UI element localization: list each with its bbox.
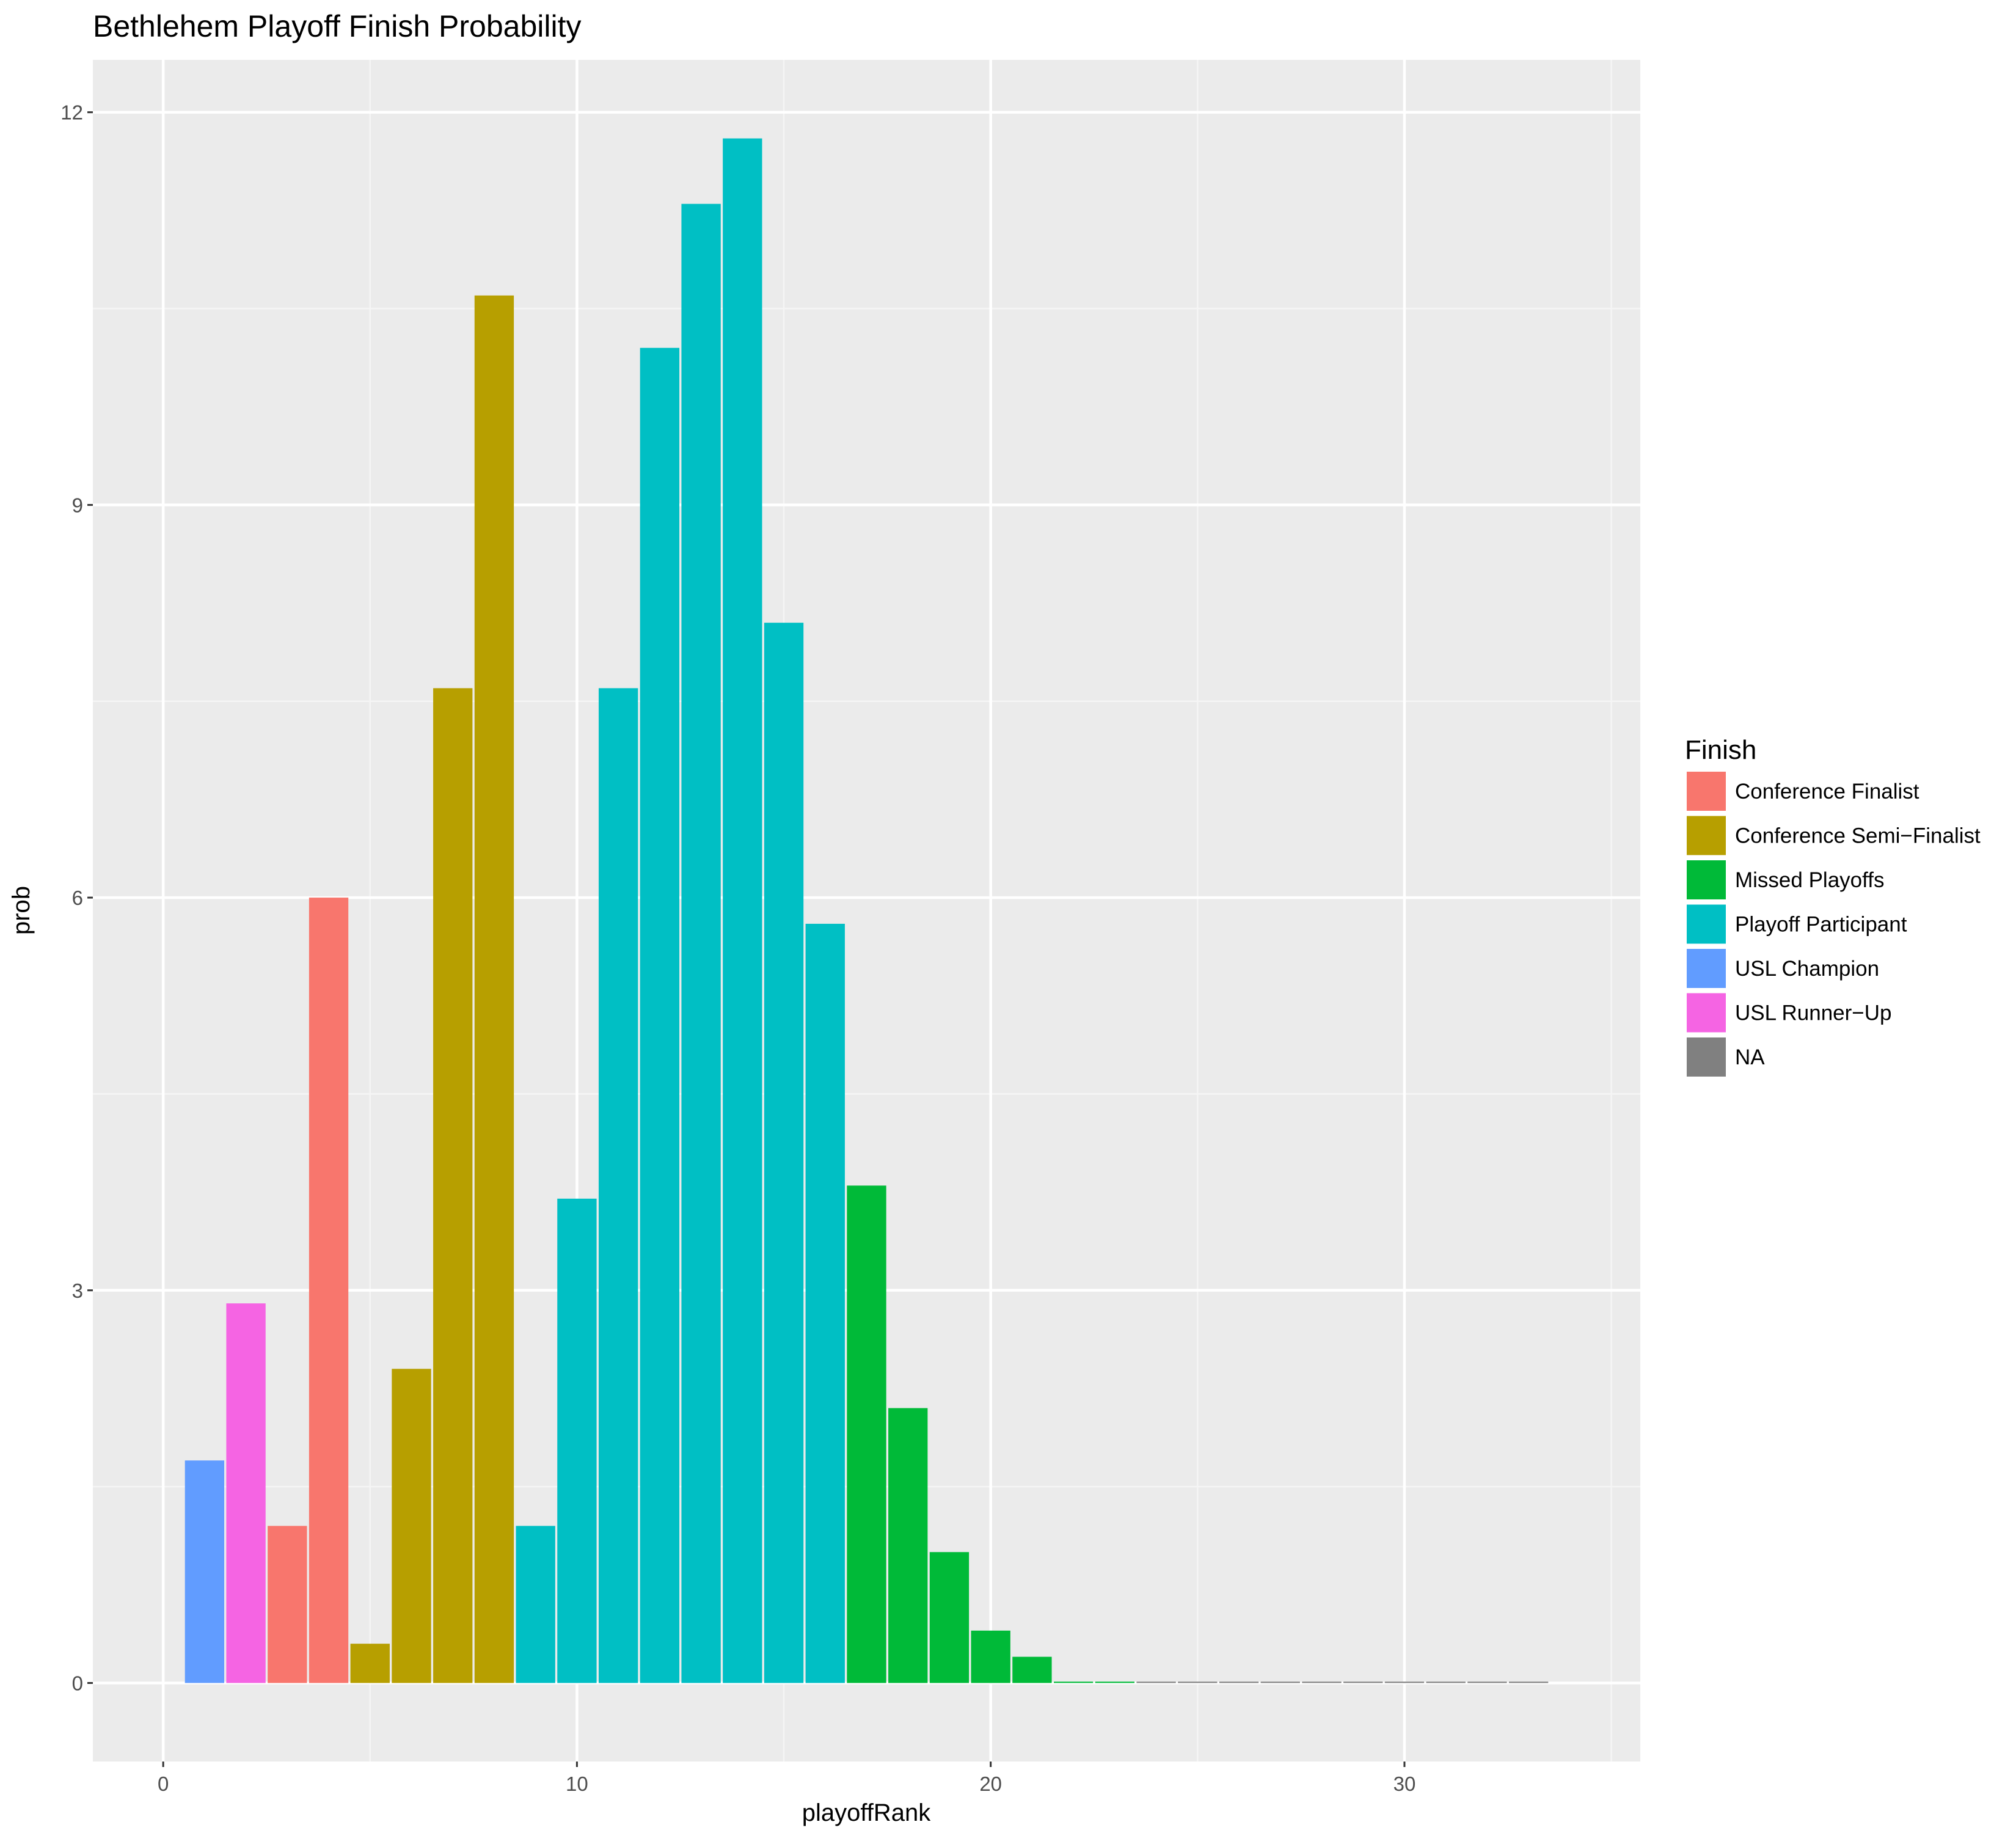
legend-key [1685, 903, 1727, 945]
bar [1384, 1681, 1425, 1683]
legend-items: Conference Finalist Conference Semi−Final… [1685, 770, 1981, 1078]
bar [1343, 1681, 1383, 1683]
bar [681, 203, 721, 1683]
y-tick-label: 6 [72, 887, 83, 909]
bar [847, 1185, 886, 1683]
chart-title: Bethlehem Playoff Finish Probability [93, 9, 582, 43]
bar [1426, 1681, 1466, 1683]
y-axis: 0 3 6 9 12 [60, 101, 93, 1694]
x-tick-label: 10 [566, 1773, 588, 1795]
x-tick-label: 30 [1393, 1773, 1416, 1795]
bar [268, 1526, 307, 1683]
bar [433, 688, 473, 1683]
y-tick-label: 9 [72, 494, 83, 516]
legend-label: Conference Finalist [1735, 780, 1919, 803]
legend-key [1685, 814, 1727, 857]
bar [971, 1630, 1010, 1683]
bar [888, 1408, 928, 1683]
bar [640, 348, 680, 1683]
bar [184, 1460, 225, 1683]
bar [557, 1198, 597, 1683]
bar [516, 1526, 555, 1683]
legend-label: Conference Semi−Finalist [1735, 824, 1981, 848]
bar [1178, 1681, 1218, 1683]
y-tick-label: 12 [60, 101, 83, 124]
legend-key [1685, 770, 1727, 812]
bar [805, 923, 845, 1683]
bar [1053, 1681, 1094, 1683]
legend-key [1685, 948, 1727, 989]
legend: Finish Conference Finalist Conference Sem… [1685, 735, 1981, 1078]
legend-key [1685, 859, 1727, 901]
legend-key [1685, 1036, 1727, 1078]
bar [723, 138, 762, 1683]
bar [1219, 1681, 1259, 1683]
bar [350, 1644, 390, 1683]
legend-title: Finish [1685, 735, 1756, 765]
y-axis-title: prob [8, 886, 35, 935]
legend-label: Playoff Participant [1735, 913, 1907, 937]
bar [1467, 1681, 1507, 1683]
legend-label: USL Runner−Up [1735, 1001, 1891, 1025]
bar [392, 1369, 431, 1683]
bar [1302, 1681, 1342, 1683]
legend-key [1685, 992, 1727, 1034]
bar [598, 688, 638, 1683]
legend-label: Missed Playoffs [1735, 868, 1884, 892]
bar [1508, 1681, 1549, 1683]
y-tick-label: 0 [72, 1672, 83, 1694]
bar [1136, 1681, 1176, 1683]
bars [184, 138, 1549, 1683]
bar [929, 1552, 970, 1683]
bar [1095, 1681, 1135, 1683]
x-tick-label: 0 [158, 1773, 169, 1795]
bar [1012, 1656, 1052, 1683]
bar [226, 1303, 266, 1683]
y-tick-label: 3 [72, 1279, 83, 1302]
bar [474, 295, 514, 1683]
bar [1260, 1681, 1300, 1683]
x-axis-title: playoffRank [802, 1799, 932, 1826]
legend-label: USL Champion [1735, 957, 1879, 981]
x-axis: 0 10 20 30 [158, 1762, 1415, 1795]
bar [309, 898, 349, 1683]
legend-label: NA [1735, 1045, 1765, 1069]
bar [764, 623, 804, 1683]
x-tick-label: 20 [979, 1773, 1002, 1795]
